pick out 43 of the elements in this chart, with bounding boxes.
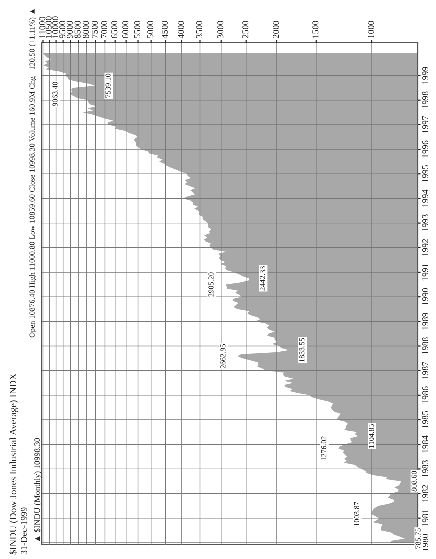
x-tick-label: 3500 (196, 21, 203, 38)
y-tick-label: 1983 (422, 460, 429, 478)
y-tick-label: 1999 (422, 67, 429, 84)
x-tick-label: 10500 (46, 16, 52, 38)
x-tick-label: 9000 (66, 21, 74, 39)
y-tick-label: 1998 (422, 92, 429, 109)
x-tick-label: 6000 (122, 21, 129, 38)
x-tick-label: 1500 (312, 21, 319, 38)
x-tick-label: 5500 (134, 21, 141, 38)
y-tick-label: 1985 (422, 411, 429, 428)
x-tick-label: 4500 (162, 21, 168, 39)
x-tick-label: 8000 (83, 21, 90, 38)
x-tick-label: 5000 (148, 21, 154, 38)
y-tick-label: 1986 (422, 386, 429, 404)
x-tick-label: 11000 (39, 16, 46, 38)
x-tick-label: 4000 (178, 21, 184, 39)
y-tick-label: 1995 (422, 165, 429, 182)
y-tick-label: 1997 (422, 116, 429, 134)
y-tick-label: 1990 (422, 288, 429, 306)
y-tick-label: 1984 (422, 436, 429, 453)
y-tick-label: 1991 (422, 264, 429, 281)
text: 31-Dec-1999 (21, 508, 28, 555)
y-tick-label: 1994 (422, 190, 429, 207)
x-tick-label: 3000 (218, 21, 224, 38)
y-tick-label: 1992 (422, 239, 429, 256)
x-tick-label: 2000 (273, 21, 280, 38)
x-tick-label: 7000 (101, 21, 108, 38)
x-tick-label: 8500 (74, 21, 81, 38)
annotation: ▲ $INDU (Monthly) 10998.30 (34, 438, 42, 542)
x-tick-label: 10000 (52, 16, 59, 38)
x-tick-label: 6500 (112, 21, 118, 38)
x-tick-label: 2500 (242, 21, 249, 38)
y-tick-label: 1987 (422, 362, 429, 380)
x-tick-label: 7500 (92, 21, 98, 38)
x-tick-label: 9500 (60, 21, 66, 39)
y-tick-label: 1988 (422, 338, 429, 354)
y-tick-label: 1989 (422, 313, 429, 330)
y-tick-label: 1996 (422, 140, 429, 158)
y-tick-label: 1993 (422, 214, 429, 232)
y-tick-label: 1982 (422, 485, 429, 502)
text: $INDU (Dow Jones Industrial Average) INDX (9, 374, 19, 555)
y-tick-label: 1981 (422, 510, 429, 527)
x-tick-label: 1000 (368, 21, 374, 38)
